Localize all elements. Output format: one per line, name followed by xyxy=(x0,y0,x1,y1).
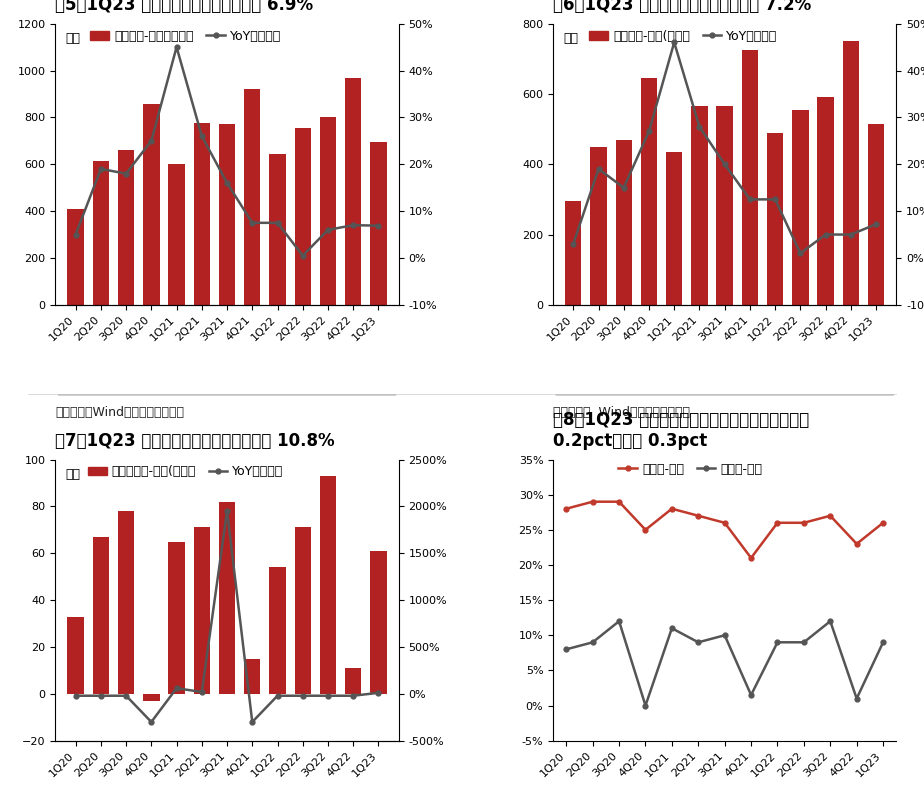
净利率-环保 xyxy=(746,690,757,700)
净利率-环保 xyxy=(561,645,572,654)
Text: 亿元: 亿元 xyxy=(66,468,80,481)
Bar xyxy=(345,77,361,305)
净利率-环保 xyxy=(772,637,783,647)
净利率-环保 xyxy=(825,616,836,626)
Bar xyxy=(843,41,859,305)
Bar xyxy=(269,154,286,305)
Bar xyxy=(666,152,683,305)
净利率-环保 xyxy=(614,616,625,626)
毛利率-环保 xyxy=(772,518,783,527)
Bar xyxy=(143,694,160,701)
Bar xyxy=(269,567,286,694)
Legend: 营业收入-环保（左轴）, YoY（右轴）: 营业收入-环保（左轴）, YoY（右轴） xyxy=(86,24,286,47)
Bar xyxy=(118,511,134,694)
Legend: 毛利率-环保, 净利率-环保: 毛利率-环保, 净利率-环保 xyxy=(614,458,767,481)
Bar xyxy=(767,132,784,305)
Text: 亿元: 亿元 xyxy=(564,32,578,45)
Bar xyxy=(168,164,185,305)
Bar xyxy=(320,476,336,694)
Bar xyxy=(742,50,758,305)
净利率-环保 xyxy=(719,630,730,640)
毛利率-环保 xyxy=(746,553,757,563)
毛利率-环保 xyxy=(798,518,809,527)
Legend: 归母净利润-环保(左轴）, YoY（右轴）: 归母净利润-环保(左轴）, YoY（右轴） xyxy=(83,460,288,484)
净利率-环保 xyxy=(851,693,862,703)
Bar xyxy=(295,128,311,305)
Text: 资料来源：  Wind，民生证券研究院: 资料来源： Wind，民生证券研究院 xyxy=(553,406,690,419)
Text: 图8：1Q23 环保行业毛利率、净利率同比分别下降
0.2pct、增长 0.3pct: 图8：1Q23 环保行业毛利率、净利率同比分别下降 0.2pct、增长 0.3p… xyxy=(553,411,809,450)
Bar xyxy=(118,151,134,305)
Bar xyxy=(219,502,236,694)
Bar xyxy=(92,161,109,305)
Text: 亿元: 亿元 xyxy=(66,32,80,45)
Text: 资料来源：Wind，民生证券研究院: 资料来源：Wind，民生证券研究院 xyxy=(55,406,185,419)
Bar xyxy=(168,541,185,694)
净利率-环保 xyxy=(587,637,598,647)
Bar xyxy=(565,201,581,305)
毛利率-环保 xyxy=(851,539,862,548)
Bar xyxy=(194,527,210,694)
Bar xyxy=(143,105,160,305)
毛利率-环保 xyxy=(614,497,625,507)
Bar xyxy=(590,147,607,305)
毛利率-环保 xyxy=(693,511,704,521)
净利率-环保 xyxy=(640,701,651,710)
Bar xyxy=(371,551,386,694)
毛利率-环保 xyxy=(561,504,572,514)
毛利率-环保 xyxy=(719,518,730,527)
毛利率-环保 xyxy=(587,497,598,507)
Bar xyxy=(244,659,261,694)
净利率-环保 xyxy=(666,623,677,633)
Bar xyxy=(345,668,361,694)
Line: 毛利率-环保: 毛利率-环保 xyxy=(564,500,885,560)
Bar xyxy=(615,139,632,305)
Bar xyxy=(295,527,311,694)
毛利率-环保 xyxy=(640,525,651,534)
Bar xyxy=(792,110,808,305)
Bar xyxy=(320,117,336,305)
Text: 图6：1Q23 环保行业营业成本同比增长 7.2%: 图6：1Q23 环保行业营业成本同比增长 7.2% xyxy=(553,0,811,13)
Text: 图7：1Q23 环保行业归母净利润同比增长 10.8%: 图7：1Q23 环保行业归母净利润同比增长 10.8% xyxy=(55,432,335,450)
Legend: 营业成本-环保(左轴）, YoY（右轴）: 营业成本-环保(左轴）, YoY（右轴） xyxy=(585,24,783,47)
Bar xyxy=(92,537,109,694)
Bar xyxy=(194,123,210,305)
毛利率-环保 xyxy=(666,504,677,514)
Bar xyxy=(219,125,236,305)
毛利率-环保 xyxy=(878,518,889,527)
Bar xyxy=(640,78,657,305)
毛利率-环保 xyxy=(825,511,836,521)
净利率-环保 xyxy=(693,637,704,647)
净利率-环保 xyxy=(878,637,889,647)
Bar xyxy=(716,106,733,305)
Bar xyxy=(691,106,708,305)
净利率-环保 xyxy=(798,637,809,647)
Bar xyxy=(67,209,84,305)
Bar xyxy=(868,124,884,305)
Bar xyxy=(818,98,833,305)
Line: 净利率-环保: 净利率-环保 xyxy=(564,619,885,708)
Bar xyxy=(67,616,84,694)
Text: 图5：1Q23 环保行业营业收入同比增长 6.9%: 图5：1Q23 环保行业营业收入同比增长 6.9% xyxy=(55,0,313,13)
Bar xyxy=(371,142,386,305)
Bar xyxy=(244,89,261,305)
